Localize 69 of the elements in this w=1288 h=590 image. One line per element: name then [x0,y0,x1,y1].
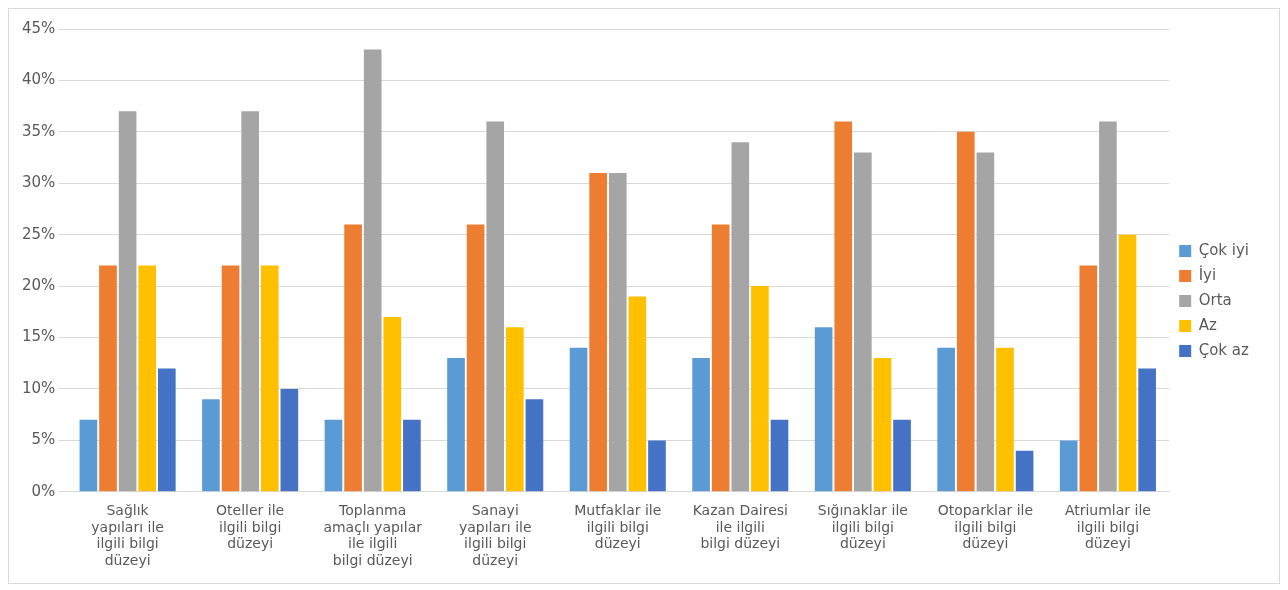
y-tick-label: 45% [22,18,56,37]
legend-label: Çok iyi [1198,240,1250,259]
bar [956,131,975,492]
bar [976,152,995,492]
legend-label: Az [1198,315,1217,334]
y-tick-label: 5% [31,430,56,449]
bar [711,224,730,492]
bar [1079,265,1098,492]
bar [814,327,833,492]
bar [241,111,259,492]
y-tick-label: 30% [22,173,56,192]
bar [447,358,465,492]
x-tick-label: Sığınaklar ile ilgili bilgi düzeyi [817,501,908,552]
bar [1015,450,1034,492]
bar [854,152,872,492]
y-tick-label: 25% [22,224,56,243]
bar [996,347,1014,492]
legend-label: İyi [1198,264,1217,284]
y-tick-label: 10% [22,378,56,397]
bar [893,419,911,492]
x-tick-label: Otoparklar ile ilgili bilgi düzeyi [937,501,1034,552]
bar [158,368,176,492]
bar [525,399,544,492]
bar [628,296,647,492]
bar [202,399,220,492]
bar [937,347,955,492]
legend-label: Çok az [1198,340,1249,359]
bar [751,286,769,492]
bar [79,419,98,492]
bar [280,388,299,492]
x-tick-label: Atriumlar ile ilgili bilgi düzeyi [1064,501,1151,552]
bar [834,121,853,492]
bar [260,265,279,492]
bar [118,111,137,492]
bar [731,142,750,492]
x-tick-label: Toplanma amaçlı yapılar ile ilgili bilgi düzeyi [323,501,423,569]
bar [486,121,505,492]
bar [569,347,588,492]
bar [589,172,607,492]
bar [99,265,117,492]
bar [383,316,402,492]
y-tick-label: 35% [22,121,56,140]
y-tick-label: 20% [22,276,56,294]
x-tick-label: Kazan Dairesi ile ilgili bilgi düzeyi [692,501,788,552]
bar [873,358,892,492]
x-tick-label: Mutfaklar ile ilgili bilgi düzeyi [574,501,662,552]
bar [648,440,666,492]
y-tick-label: 15% [22,327,56,346]
bar [1138,368,1156,492]
x-tick-label: Oteller ile ilgili bilgi düzeyi [216,501,285,552]
bar [344,224,362,492]
bar [466,224,485,492]
bar [692,358,710,492]
bar [608,172,627,492]
bar [1059,440,1078,492]
bar [1099,121,1117,492]
bar [770,419,789,492]
bar [403,419,421,492]
bar [506,327,524,492]
bar [324,419,343,492]
x-tick-label: Sağlık yapıları ile ilgili bilgi düzeyi [91,501,164,569]
bar [138,265,157,492]
y-tick-label: 40% [22,70,56,89]
bar [221,265,240,492]
y-tick-label: 0% [31,481,56,500]
bar [363,49,382,492]
x-tick-label: Sanayi yapıları ile ilgili bilgi düzeyi [458,501,532,569]
legend-label: Orta [1198,290,1232,309]
bar [1118,234,1137,492]
